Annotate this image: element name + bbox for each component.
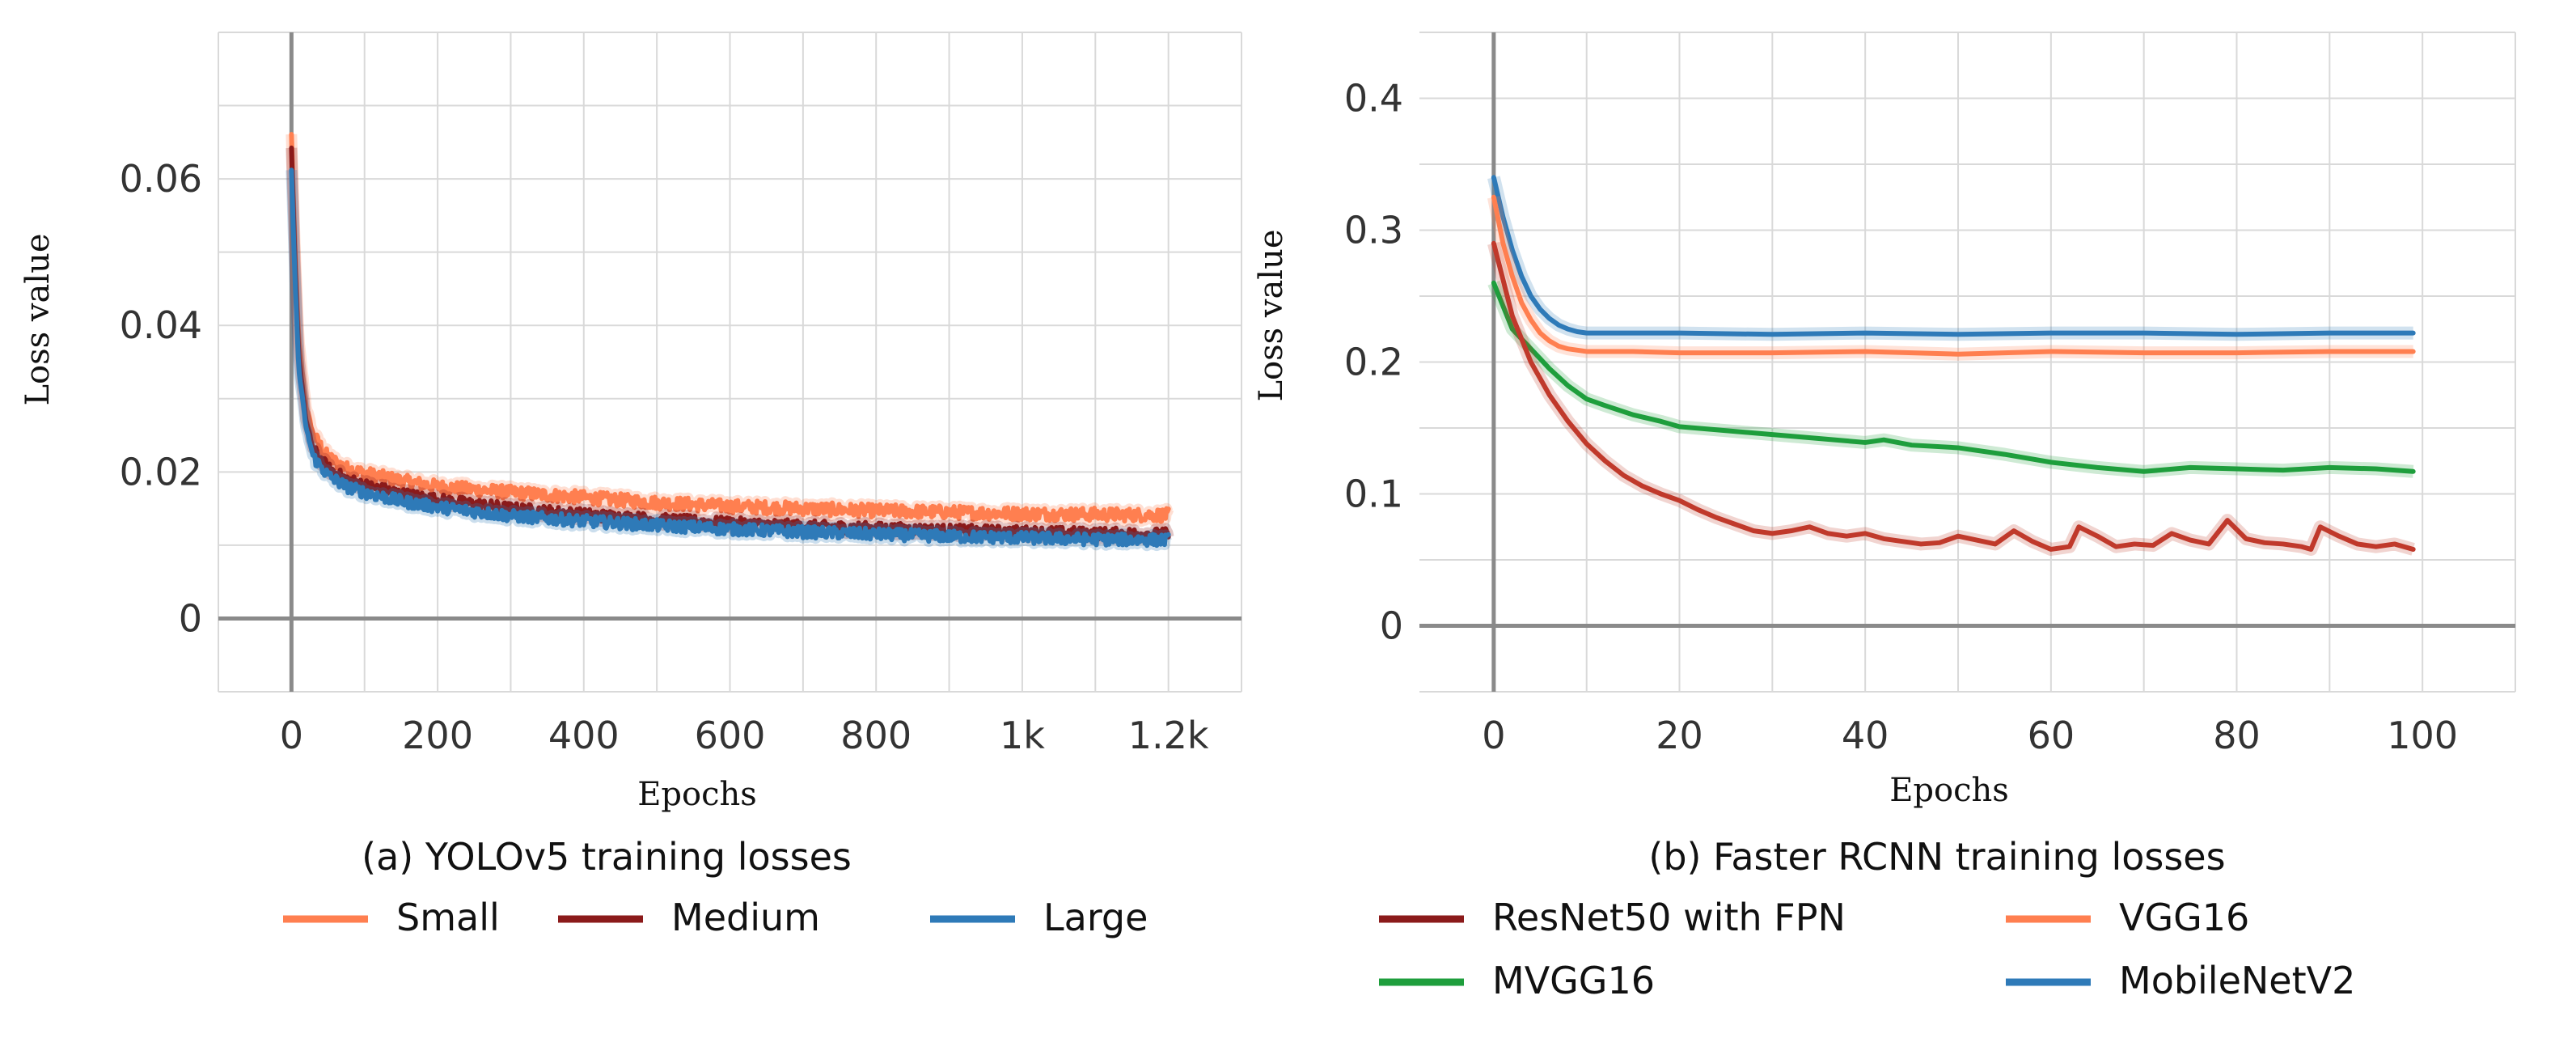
- series-line: [289, 145, 1171, 543]
- legend-item-mobilenetv2: MobileNetV2: [2006, 959, 2355, 1002]
- series-line: [289, 132, 1171, 524]
- legend-item-vgg16: VGG16: [2006, 896, 2249, 939]
- chart-a-series-large: [286, 167, 1174, 552]
- chart-b-xtick-label: 100: [2387, 714, 2458, 757]
- series-line: [1491, 175, 2416, 337]
- chart-a-series-medium: [286, 145, 1174, 546]
- chart-b-ylabel: Loss value: [1253, 229, 1290, 401]
- chart-a-ytick-label: 0: [179, 596, 202, 640]
- chart-b-xtick-label: 20: [1656, 714, 1703, 757]
- chart-a-xtick-label: 400: [548, 714, 620, 757]
- chart-a-ytick-label: 0.06: [120, 157, 202, 201]
- chart-a-series-small: [286, 132, 1174, 527]
- legend-label: MVGG16: [1492, 959, 1655, 1002]
- legend-item-large: Large: [930, 896, 1148, 939]
- chart-a-xlabel: Epochs: [637, 776, 757, 813]
- legend-label: VGG16: [2119, 896, 2249, 939]
- legend-label: Small: [396, 896, 500, 939]
- chart-b-xlabel: Epochs: [1889, 772, 2009, 809]
- chart-a-xtick-label: 1k: [1000, 714, 1045, 757]
- chart-a-xtick-label: 800: [840, 714, 912, 757]
- chart-a-xtick-label: 200: [402, 714, 473, 757]
- chart-b-ytick-label: 0.2: [1344, 341, 1403, 384]
- chart-a: Loss value Epochs (a) YOLOv5 training lo…: [19, 32, 1242, 939]
- series-halo: [1487, 176, 2413, 341]
- chart-a-caption: (a) YOLOv5 training losses: [362, 835, 852, 879]
- chart-a-xtick-label: 600: [695, 714, 766, 757]
- chart-b-xtick-label: 40: [1842, 714, 1889, 757]
- chart-b-series-mvgg16: [1487, 280, 2416, 478]
- series-line: [1491, 280, 2416, 474]
- chart-b-ytick-label: 0.3: [1344, 209, 1403, 252]
- chart-b-series-vgg16: [1487, 194, 2416, 361]
- chart-b-grid: [1419, 32, 2516, 693]
- legend-label: ResNet50 with FPN: [1492, 896, 1846, 939]
- chart-a-xtick-label: 1.2k: [1128, 714, 1209, 757]
- chart-b-series-mobilenetv2: [1487, 175, 2416, 341]
- chart-a-ytick-label: 0.04: [120, 303, 202, 347]
- chart-b-xtick-label: 60: [2028, 714, 2075, 757]
- chart-a-xtick-label: 0: [280, 714, 303, 757]
- legend-label: Large: [1043, 896, 1148, 939]
- chart-b-ytick-label: 0: [1380, 604, 1403, 648]
- chart-b-xtick-label: 0: [1482, 714, 1505, 757]
- legend-item-small: Small: [283, 896, 500, 939]
- chart-a-ytick-label: 0.02: [120, 450, 202, 494]
- series-halo: [1487, 280, 2414, 478]
- series-halo: [1487, 241, 2415, 556]
- legend-label: MobileNetV2: [2119, 959, 2355, 1002]
- chart-b-ytick-label: 0.4: [1344, 77, 1403, 121]
- series-line: [289, 167, 1171, 549]
- series-line: [1491, 194, 2416, 357]
- chart-a-ylabel: Loss value: [19, 233, 57, 405]
- legend-item-mvgg16: MVGG16: [1379, 959, 1655, 1002]
- chart-b-series-resnet50-with-fpn: [1487, 240, 2416, 556]
- chart-b: Loss value Epochs (b) Faster RCNN traini…: [1253, 32, 2516, 1002]
- chart-b-xtick-label: 80: [2213, 714, 2261, 757]
- legend-item-resnet50-with-fpn: ResNet50 with FPN: [1379, 896, 1846, 939]
- chart-b-ytick-label: 0.1: [1344, 472, 1403, 516]
- chart-b-caption: (b) Faster RCNN training losses: [1648, 835, 2225, 879]
- series-line: [1491, 240, 2416, 552]
- legend-label: Medium: [671, 896, 820, 939]
- chart-a-grid: [218, 32, 1242, 693]
- legend-item-medium: Medium: [558, 896, 820, 939]
